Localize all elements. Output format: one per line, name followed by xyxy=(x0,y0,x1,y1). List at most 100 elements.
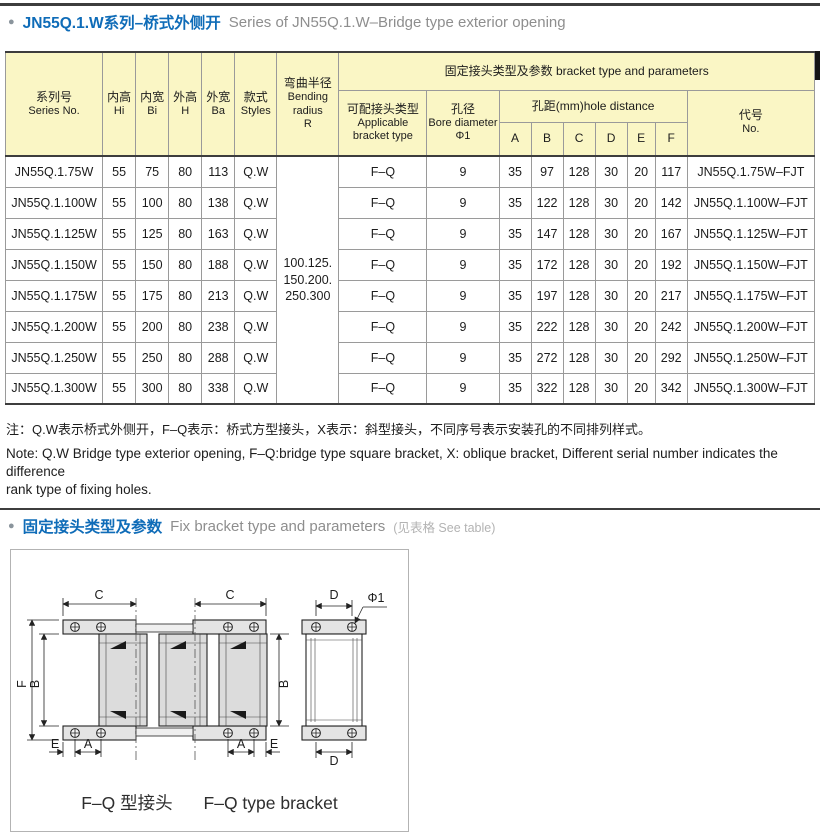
page-title-zh: JN55Q.1.W系列–桥式外侧开 xyxy=(22,15,221,32)
dim-label-a: A xyxy=(237,737,246,751)
note-en-line1: Note: Q.W Bridge type exterior opening, … xyxy=(6,446,778,479)
dim-label-b: B xyxy=(277,680,291,688)
table-cell: F–Q xyxy=(338,279,428,312)
table-cell: Q.W xyxy=(234,217,278,250)
table-cell: 55 xyxy=(102,310,137,343)
table-cell: 9 xyxy=(426,310,500,343)
table-cell: 80 xyxy=(168,279,203,312)
table-cell: 20 xyxy=(626,341,656,374)
table-cell: JN55Q.1.125W–FJT xyxy=(686,217,816,250)
table-cell: 55 xyxy=(102,248,137,281)
col-header-code: 代号 No. xyxy=(686,89,816,157)
table-cell: 222 xyxy=(530,310,564,343)
diagram-caption-en: F–Q type bracket xyxy=(203,793,338,813)
dim-label-e: E xyxy=(270,737,278,751)
table-cell: 80 xyxy=(168,248,203,281)
table-cell: 30 xyxy=(594,186,628,219)
bullet-icon: ● xyxy=(8,519,15,532)
table-cell: 9 xyxy=(426,279,500,312)
dim-label-c: C xyxy=(94,588,103,602)
page-title: ● JN55Q.1.W系列–桥式外侧开 Series of JN55Q.1.W–… xyxy=(8,11,566,33)
table-cell: 55 xyxy=(102,186,137,219)
table-cell: 167 xyxy=(654,217,688,250)
dim-label-b: B xyxy=(28,680,42,688)
table-cell: JN55Q.1.200W xyxy=(4,310,104,343)
table-cell: 20 xyxy=(626,279,656,312)
table-cell: 122 xyxy=(530,186,564,219)
table-cell: 128 xyxy=(562,310,596,343)
table-cell: Q.W xyxy=(234,186,278,219)
table-cell: 80 xyxy=(168,155,203,188)
table-cell: 75 xyxy=(135,155,170,188)
table-cell: 272 xyxy=(530,341,564,374)
table-row: JN55Q.1.175W 55 175 80 213 Q.W F–Q 9 35 197 128 30 2… xyxy=(4,279,816,312)
table-cell: 35 xyxy=(498,248,532,281)
table-cell: 9 xyxy=(426,186,500,219)
table-row: JN55Q.1.250W 55 250 80 288 Q.W F–Q 9 35 272 128 30 2… xyxy=(4,341,816,374)
table-cell: 100 xyxy=(135,186,170,219)
group-header-bracket-parameters: 固定接头类型及参数 bracket type and parameters xyxy=(338,51,815,91)
col-header-h: 外高 H xyxy=(168,51,203,157)
table-row: JN55Q.1.100W 55 100 80 138 Q.W F–Q 9 35 122 128 30 2… xyxy=(4,186,816,219)
table-cell: 20 xyxy=(626,155,656,188)
table-cell: 128 xyxy=(562,217,596,250)
table-cell: 147 xyxy=(530,217,564,250)
table-cell: 9 xyxy=(426,248,500,281)
table-cell: F–Q xyxy=(338,217,428,250)
col-header-bore-diameter: 孔径 Bore diameter Φ1 xyxy=(426,89,500,157)
table-cell: 9 xyxy=(426,372,500,405)
table-cell: 128 xyxy=(562,279,596,312)
section2-see-table-note: (见表格 See table) xyxy=(393,520,496,535)
table-cell: 35 xyxy=(498,310,532,343)
table-cell: 35 xyxy=(498,372,532,405)
table-cell: 80 xyxy=(168,186,203,219)
table-cell: F–Q xyxy=(338,341,428,374)
table-cell: 80 xyxy=(168,341,203,374)
table-row: JN55Q.1.300W 55 300 80 338 Q.W F–Q 9 35 322 128 30 2… xyxy=(4,372,816,405)
col-header-styles: 款式 Styles xyxy=(234,51,278,157)
dim-label-f: F xyxy=(15,680,29,688)
page-edge-tab xyxy=(815,51,820,80)
table-cell: 188 xyxy=(201,248,236,281)
table-cell: 20 xyxy=(626,186,656,219)
col-header-series: 系列号 Series No. xyxy=(4,51,104,157)
table-row: JN55Q.1.75W 55 75 80 113 Q.W 100.125. 150.200. 2… xyxy=(4,155,816,405)
col-header-b: B xyxy=(530,121,564,157)
bracket-technical-drawing: C C D Φ1 F B B E A A E D xyxy=(15,588,387,768)
table-cell: JN55Q.1.300W xyxy=(4,372,104,405)
table-cell: JN55Q.1.200W–FJT xyxy=(686,310,816,343)
col-header-bending-radius: 弯曲半径 Bending radius R xyxy=(276,51,340,157)
table-cell: JN55Q.1.75W xyxy=(4,155,104,188)
table-row: JN55Q.1.150W 55 150 80 188 Q.W F–Q 9 35 172 128 30 2… xyxy=(4,248,816,281)
table-cell: 80 xyxy=(168,372,203,405)
col-header-hi: 内高 Hi xyxy=(102,51,137,157)
section2-title-en: Fix bracket type and parameters xyxy=(170,517,386,535)
table-cell: F–Q xyxy=(338,186,428,219)
table-cell: 9 xyxy=(426,155,500,188)
table-cell: F–Q xyxy=(338,310,428,343)
section2-title-zh: 固定接头类型及参数 xyxy=(22,519,163,536)
table-cell: 55 xyxy=(102,217,137,250)
col-header-ba: 外宽 Ba xyxy=(201,51,236,157)
table-cell: 128 xyxy=(562,248,596,281)
note-zh: 注：Q.W表示桥式外侧开，F–Q表示：桥式方型接头，X表示：斜型接头，不同序号表… xyxy=(6,422,651,437)
dim-label-c: C xyxy=(225,588,234,602)
table-cell: 172 xyxy=(530,248,564,281)
table-cell: JN55Q.1.100W–FJT xyxy=(686,186,816,219)
bullet-icon: ● xyxy=(8,15,15,28)
spec-table-body: JN55Q.1.75W 55 75 80 113 Q.W 100.125. 150.200. 2… xyxy=(4,155,816,405)
table-cell: 55 xyxy=(102,279,137,312)
table-cell: 9 xyxy=(426,341,500,374)
dim-label-d: D xyxy=(329,754,338,768)
col-header-d: D xyxy=(594,121,628,157)
table-row: JN55Q.1.200W 55 200 80 238 Q.W F–Q 9 35 222 128 30 2… xyxy=(4,310,816,343)
col-header-e: E xyxy=(626,121,656,157)
table-cell: JN55Q.1.100W xyxy=(4,186,104,219)
table-cell: JN55Q.1.75W–FJT xyxy=(686,155,816,188)
table-cell: 197 xyxy=(530,279,564,312)
table-cell: F–Q xyxy=(338,372,428,405)
table-cell: 338 xyxy=(201,372,236,405)
dim-label-e: E xyxy=(51,737,59,751)
table-cell: F–Q xyxy=(338,155,428,188)
table-cell: 30 xyxy=(594,279,628,312)
